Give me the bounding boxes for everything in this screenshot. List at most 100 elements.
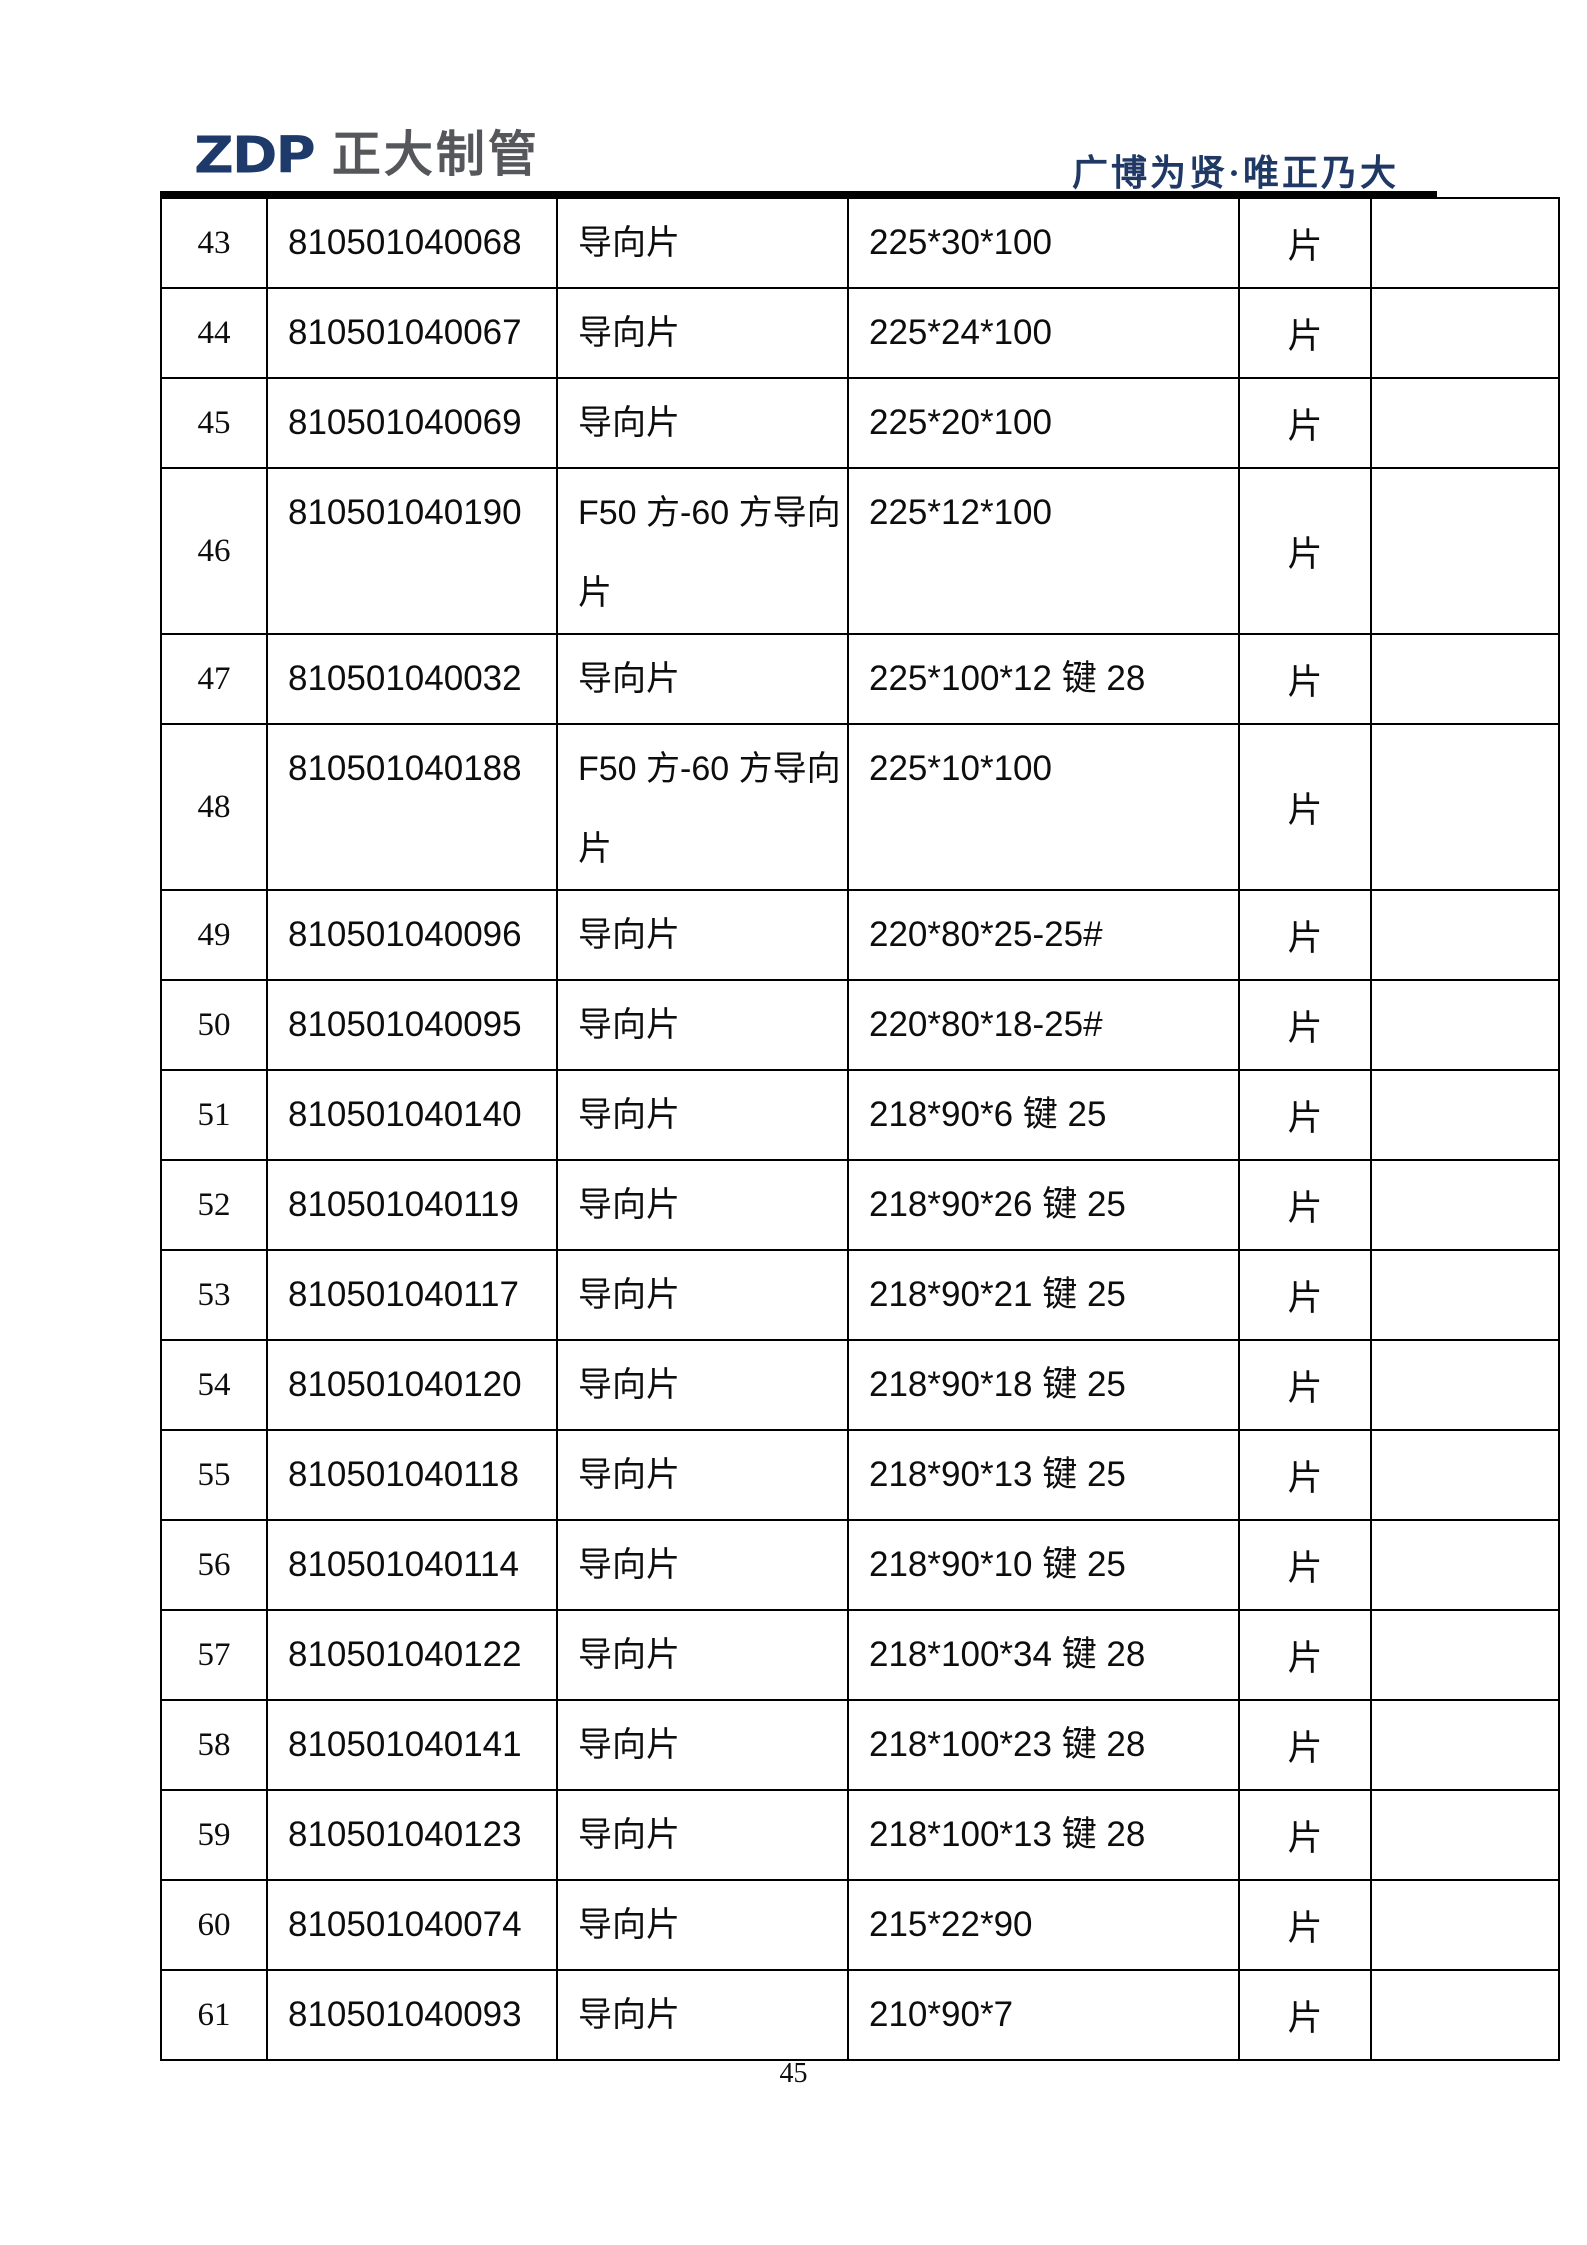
material-code-cell: 810501040068 <box>266 197 558 289</box>
material-code-cell: 810501040095 <box>266 979 558 1071</box>
material-name-cell: F50 方-60 方导向片 <box>556 723 849 891</box>
logo-zdp-text: ZDP <box>194 125 316 185</box>
material-name-cell: 导向片 <box>556 1159 849 1251</box>
material-name-cell: 导向片 <box>556 1069 849 1161</box>
material-code-cell: 810501040119 <box>266 1159 558 1251</box>
table-row: 47 810501040032 导向片 225*100*12 键 28 片 <box>160 633 1560 725</box>
table-row: 61 810501040093 导向片 210*90*7 片 <box>160 1969 1560 2061</box>
remark-cell <box>1370 287 1560 379</box>
table-row: 44 810501040067 导向片 225*24*100 片 <box>160 287 1560 379</box>
unit-cell: 片 <box>1238 633 1372 725</box>
material-code-cell: 810501040122 <box>266 1609 558 1701</box>
material-name-cell: 导向片 <box>556 1699 849 1791</box>
material-code-cell: 810501040120 <box>266 1339 558 1431</box>
material-code-cell: 810501040096 <box>266 889 558 981</box>
material-name-cell: 导向片 <box>556 633 849 725</box>
remark-cell <box>1370 723 1560 891</box>
row-number-cell: 56 <box>160 1519 268 1611</box>
unit-cell: 片 <box>1238 1969 1372 2061</box>
spec-cell: 218*100*13 键 28 <box>847 1789 1240 1881</box>
remark-cell <box>1370 1159 1560 1251</box>
material-name-cell: 导向片 <box>556 287 849 379</box>
spec-cell: 218*90*18 键 25 <box>847 1339 1240 1431</box>
remark-cell <box>1370 197 1560 289</box>
material-name-cell: F50 方-60 方导向片 <box>556 467 849 635</box>
material-name-cell: 导向片 <box>556 1609 849 1701</box>
material-name-cell: 导向片 <box>556 377 849 469</box>
table-row: 50 810501040095 导向片 220*80*18-25# 片 <box>160 979 1560 1071</box>
unit-cell: 片 <box>1238 1879 1372 1971</box>
material-code-cell: 810501040141 <box>266 1699 558 1791</box>
material-name-cell: 导向片 <box>556 1339 849 1431</box>
material-code-cell: 810501040140 <box>266 1069 558 1161</box>
material-name-cell: 导向片 <box>556 1519 849 1611</box>
remark-cell <box>1370 1879 1560 1971</box>
material-code-cell: 810501040123 <box>266 1789 558 1881</box>
material-name-cell: 导向片 <box>556 1429 849 1521</box>
spec-cell: 218*100*34 键 28 <box>847 1609 1240 1701</box>
remark-cell <box>1370 1969 1560 2061</box>
row-number-cell: 46 <box>160 467 268 635</box>
company-logo: ZDP 正大制管 <box>194 128 540 183</box>
unit-cell: 片 <box>1238 1699 1372 1791</box>
remark-cell <box>1370 1609 1560 1701</box>
spec-cell: 218*90*26 键 25 <box>847 1159 1240 1251</box>
unit-cell: 片 <box>1238 1069 1372 1161</box>
unit-cell: 片 <box>1238 197 1372 289</box>
row-number-cell: 44 <box>160 287 268 379</box>
row-number-cell: 51 <box>160 1069 268 1161</box>
row-number-cell: 48 <box>160 723 268 891</box>
remark-cell <box>1370 1699 1560 1791</box>
unit-cell: 片 <box>1238 287 1372 379</box>
spec-cell: 218*90*6 键 25 <box>847 1069 1240 1161</box>
table-row: 46 810501040190 F50 方-60 方导向片 225*12*100… <box>160 467 1560 635</box>
table-row: 54 810501040120 导向片 218*90*18 键 25 片 <box>160 1339 1560 1431</box>
table-row: 55 810501040118 导向片 218*90*13 键 25 片 <box>160 1429 1560 1521</box>
spec-cell: 215*22*90 <box>847 1879 1240 1971</box>
remark-cell <box>1370 633 1560 725</box>
spec-cell: 220*80*25-25# <box>847 889 1240 981</box>
row-number-cell: 55 <box>160 1429 268 1521</box>
material-code-cell: 810501040067 <box>266 287 558 379</box>
remark-cell <box>1370 1339 1560 1431</box>
material-name-cell: 导向片 <box>556 1969 849 2061</box>
row-number-cell: 59 <box>160 1789 268 1881</box>
spec-cell: 218*90*13 键 25 <box>847 1429 1240 1521</box>
parts-table: 43 810501040068 导向片 225*30*100 片 44 8105… <box>160 197 1560 2061</box>
table-row: 48 810501040188 F50 方-60 方导向片 225*10*100… <box>160 723 1560 891</box>
spec-cell: 218*90*10 键 25 <box>847 1519 1240 1611</box>
remark-cell <box>1370 1789 1560 1881</box>
header-divider-rule <box>160 191 1437 197</box>
unit-cell: 片 <box>1238 1159 1372 1251</box>
spec-cell: 225*20*100 <box>847 377 1240 469</box>
row-number-cell: 47 <box>160 633 268 725</box>
material-name-cell: 导向片 <box>556 1249 849 1341</box>
page-number: 45 <box>779 2058 808 2089</box>
remark-cell <box>1370 467 1560 635</box>
table-row: 52 810501040119 导向片 218*90*26 键 25 片 <box>160 1159 1560 1251</box>
row-number-cell: 52 <box>160 1159 268 1251</box>
material-code-cell: 810501040032 <box>266 633 558 725</box>
material-name-cell: 导向片 <box>556 1789 849 1881</box>
table-row: 60 810501040074 导向片 215*22*90 片 <box>160 1879 1560 1971</box>
row-number-cell: 61 <box>160 1969 268 2061</box>
logo-company-name: 正大制管 <box>331 128 540 182</box>
material-name-cell: 导向片 <box>556 889 849 981</box>
material-code-cell: 810501040117 <box>266 1249 558 1341</box>
material-code-cell: 810501040114 <box>266 1519 558 1611</box>
row-number-cell: 50 <box>160 979 268 1071</box>
table-row: 51 810501040140 导向片 218*90*6 键 25 片 <box>160 1069 1560 1161</box>
unit-cell: 片 <box>1238 1789 1372 1881</box>
parts-table-body: 43 810501040068 导向片 225*30*100 片 44 8105… <box>160 197 1560 2061</box>
table-row: 59 810501040123 导向片 218*100*13 键 28 片 <box>160 1789 1560 1881</box>
remark-cell <box>1370 1429 1560 1521</box>
unit-cell: 片 <box>1238 1429 1372 1521</box>
spec-cell: 218*90*21 键 25 <box>847 1249 1240 1341</box>
table-row: 57 810501040122 导向片 218*100*34 键 28 片 <box>160 1609 1560 1701</box>
material-code-cell: 810501040188 <box>266 723 558 891</box>
table-row: 49 810501040096 导向片 220*80*25-25# 片 <box>160 889 1560 981</box>
row-number-cell: 49 <box>160 889 268 981</box>
material-code-cell: 810501040074 <box>266 1879 558 1971</box>
material-name-cell: 导向片 <box>556 1879 849 1971</box>
